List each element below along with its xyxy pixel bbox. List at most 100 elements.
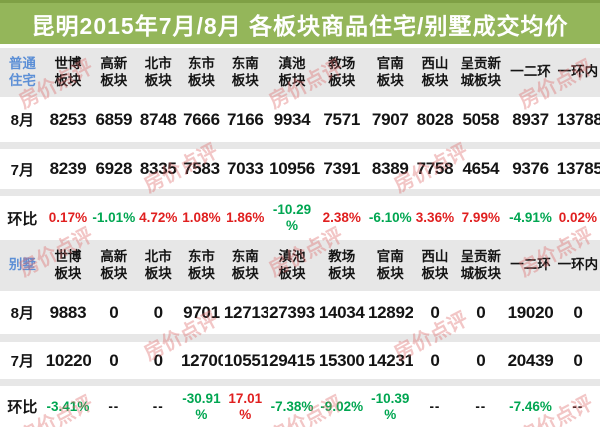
page-title: 昆明2015年7月/8月 各板块商品住宅/别墅成交均价	[0, 0, 600, 44]
ratio-cell: -9.02%	[320, 398, 364, 414]
row-divider	[0, 189, 600, 196]
price-cell: 8389	[371, 159, 409, 178]
ratio-cell: -6.10%	[368, 210, 412, 226]
ratio-cell: 3.36%	[415, 210, 455, 226]
column-header: 一环内	[555, 240, 600, 291]
price-cell: 6928	[95, 159, 133, 178]
column-header: 滇池 板块	[267, 48, 317, 97]
price-cell: 10220	[45, 350, 92, 370]
price-cell: 20439	[507, 350, 554, 370]
ratio-cell: 17.01%	[228, 390, 263, 422]
column-header: 呈贡新 城板块	[456, 240, 506, 291]
ratio-cell: -1.01%	[92, 210, 136, 226]
ratio-cell: 0.17%	[48, 210, 88, 226]
price-cell: 7391	[323, 159, 361, 178]
ratio-cell: 2.38%	[322, 210, 361, 226]
price-cell: 15300	[318, 350, 365, 370]
price-cell: 27393	[269, 302, 315, 322]
column-header: 世博 板块	[44, 240, 92, 291]
ratio-cell: 1.08%	[182, 210, 221, 226]
section-header-row: 普通 住宅 世博 板块 高新 板块 北市 板块 东市 板块 东南 板块 滇池 板块 教场 板块…	[0, 48, 600, 97]
price-cell: 7758	[416, 159, 454, 178]
price-cell: 8937	[512, 109, 549, 129]
column-header: 北市 板块	[136, 48, 180, 97]
ratio-cell: --	[572, 398, 584, 414]
price-cell: 29415	[269, 350, 315, 370]
column-header: 滇池 板块	[267, 240, 317, 291]
column-header: 官南 板块	[367, 240, 414, 291]
section-label-villa: 别墅	[0, 240, 45, 291]
price-cell: 12713	[223, 302, 268, 322]
column-header: 东南 板块	[222, 48, 268, 97]
price-cell: 5058	[462, 109, 500, 129]
price-cell: 4654	[462, 159, 500, 178]
ratio-cell: 4.72%	[139, 210, 178, 226]
column-header: 教场 板块	[316, 240, 367, 291]
table-row-7月: 7月 8239 6928 8335 7583 7033 10956 7391 8389 7758 4…	[0, 149, 600, 189]
ratio-cell: 1.86%	[226, 210, 265, 226]
column-header: 一环内	[555, 48, 600, 97]
price-cell: 0	[476, 302, 486, 322]
column-header: 东市 板块	[179, 240, 223, 291]
ratio-cell: --	[108, 398, 120, 414]
ratio-cell: --	[475, 398, 487, 414]
price-cell: 13788	[556, 109, 600, 129]
price-cell: 9701	[183, 302, 220, 322]
section-header-row: 别墅 世博 板块 高新 板块 北市 板块 东市 板块 东南 板块 滇池 板块 教场 板块 官南 …	[0, 240, 600, 291]
row-divider	[0, 379, 600, 386]
price-cell: 7907	[371, 109, 409, 129]
column-header: 高新 板块	[91, 48, 137, 97]
ratio-cell: -7.46%	[509, 398, 552, 414]
table-row-8月: 8月 8253 6859 8748 7666 7166 9934 7571 7907 8028 50…	[0, 97, 600, 142]
row-label: 8月	[10, 305, 35, 322]
price-cell: 9883	[49, 302, 87, 322]
price-cell: 6859	[95, 109, 133, 129]
column-header: 官南 板块	[367, 48, 414, 97]
price-cell: 0	[153, 302, 163, 322]
price-cell: 14231	[368, 350, 414, 370]
table-row-环比: 环比 0.17% -1.01% 4.72% 1.08% 1.86% -10.29% 2.38%…	[0, 196, 600, 240]
ratio-cell: 0.02%	[558, 210, 598, 226]
price-cell: 7583	[183, 159, 220, 178]
row-divider	[0, 334, 600, 342]
price-cell: 13785	[556, 159, 600, 178]
column-header: 北市 板块	[136, 240, 180, 291]
column-header: 呈贡新 城板块	[456, 48, 506, 97]
price-table: 普通 住宅 世博 板块 高新 板块 北市 板块 东市 板块 东南 板块 滇池 板块 教场 板块…	[0, 48, 600, 427]
price-cell: 12700	[180, 350, 223, 370]
column-header: 一二环	[505, 48, 556, 97]
price-cell: 0	[573, 302, 583, 322]
price-cell: 0	[430, 302, 440, 322]
price-cell: 7571	[323, 109, 361, 129]
price-cell: 0	[476, 350, 486, 370]
ratio-cell: --	[429, 398, 441, 414]
price-cell: 7166	[226, 109, 264, 129]
price-cell: 0	[430, 350, 440, 370]
row-label: 7月	[10, 161, 35, 179]
price-cell: 10551	[223, 350, 268, 370]
row-divider-band	[0, 142, 600, 149]
table-row-7月: 7月 10220 0 0 12700 10551 29415 15300 14231 0 0 2043…	[0, 342, 600, 379]
row-divider-band	[0, 189, 600, 196]
price-cell: 7033	[226, 159, 264, 178]
column-header: 世博 板块	[44, 48, 92, 97]
price-cell: 8028	[416, 109, 454, 129]
table-row-8月: 8月 9883 0 0 9701 12713 27393 14034 12892 0 0 19020 0	[0, 291, 600, 334]
price-cell: 8253	[49, 109, 87, 129]
price-cell: 7666	[183, 109, 220, 129]
row-label: 8月	[10, 112, 35, 129]
row-label: 环比	[7, 210, 38, 228]
column-header: 高新 板块	[91, 240, 137, 291]
row-label: 7月	[10, 353, 35, 370]
price-cell: 14034	[318, 302, 365, 322]
section-label-ordinary-housing: 普通 住宅	[0, 48, 45, 97]
price-cell: 0	[573, 350, 583, 370]
title-divider	[0, 44, 600, 48]
column-header: 西山 板块	[413, 48, 457, 97]
price-cell: 0	[109, 302, 119, 322]
table-row-环比: 环比 -3.41% -- -- -30.91% 17.01% -7.38% -9.02% -10…	[0, 386, 600, 427]
column-header: 一二环	[505, 240, 556, 291]
ratio-cell: 7.99%	[461, 210, 500, 226]
ratio-cell: -10.29%	[272, 202, 312, 233]
price-cell: 12892	[368, 302, 414, 322]
